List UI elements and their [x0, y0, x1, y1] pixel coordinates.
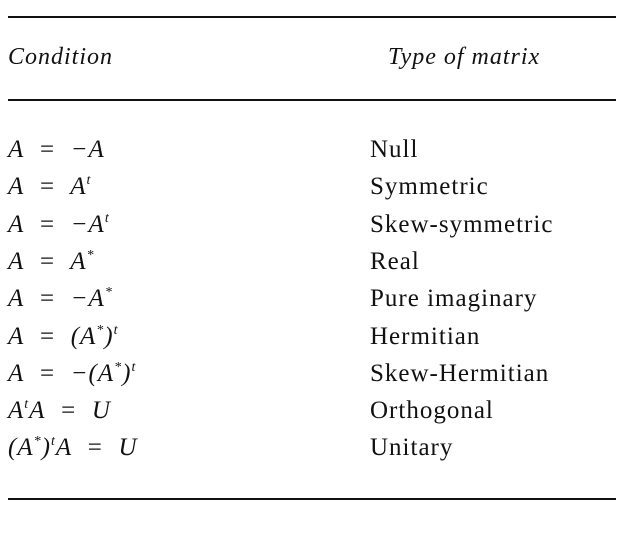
table-row: A = −At Skew-symmetric [8, 211, 628, 247]
condition-text: (A [8, 434, 34, 462]
condition-cell: A = −A [8, 136, 105, 164]
matrix-type-cell: Symmetric [370, 173, 489, 201]
condition-cell: A = −A* [8, 285, 113, 313]
table-row: A = A* Real [8, 248, 628, 284]
condition-cell: A = −At [8, 211, 110, 239]
condition-cell: A = (A*)t [8, 323, 119, 351]
table-row: A = (A*)t Hermitian [8, 323, 628, 359]
condition-cell: (A*)tA = U [8, 434, 138, 462]
table-row: A = −A Null [8, 136, 628, 172]
condition-text: ) [41, 434, 51, 462]
table-row: A = At Symmetric [8, 173, 628, 209]
condition-cell: A = A* [8, 248, 95, 276]
condition-superscript: t [104, 210, 110, 226]
condition-text: A = −A [8, 210, 105, 238]
condition-cell: AtA = U [8, 397, 111, 425]
matrix-type-cell: Real [370, 247, 420, 275]
condition-text: A = U [29, 397, 111, 425]
matrix-type-cell: Skew-symmetric [370, 210, 554, 238]
condition-superscript: t [86, 173, 92, 189]
condition-text: A = −(A [8, 359, 115, 387]
condition-text: ) [104, 322, 114, 350]
condition-cell: A = At [8, 173, 91, 201]
condition-superscript: * [96, 322, 105, 338]
condition-superscript: t [24, 397, 30, 413]
table-row: AtA = U Orthogonal [8, 397, 628, 433]
condition-superscript: t [50, 434, 56, 450]
condition-superscript: * [104, 285, 113, 301]
matrix-type-cell: Unitary [370, 434, 454, 462]
table-row: A = −(A*)t Skew-Hermitian [8, 360, 628, 396]
header-condition: Condition [8, 44, 114, 70]
condition-text: ) [122, 359, 132, 387]
condition-text: A = (A [8, 322, 97, 350]
bottom-rule [8, 498, 616, 500]
matrix-type-cell: Pure imaginary [370, 285, 538, 313]
condition-text: A = −A [8, 285, 105, 313]
top-rule [8, 16, 616, 18]
condition-superscript: t [131, 359, 137, 375]
matrix-type-cell: Skew-Hermitian [370, 359, 550, 387]
table-row: (A*)tA = U Unitary [8, 434, 628, 470]
table-row: A = −A* Pure imaginary [8, 285, 628, 321]
condition-superscript: * [33, 434, 42, 450]
header-type: Type of matrix [388, 44, 541, 70]
condition-text: A = A [8, 173, 87, 201]
condition-text: A [8, 397, 25, 425]
matrix-type-cell: Null [370, 136, 419, 163]
condition-superscript: * [114, 359, 123, 375]
condition-cell: A = −(A*)t [8, 360, 136, 388]
condition-text: A = −A [8, 136, 105, 163]
header-rule [8, 99, 616, 101]
matrix-type-cell: Orthogonal [370, 397, 494, 425]
condition-superscript: t [113, 322, 119, 338]
condition-superscript: * [86, 247, 95, 263]
matrix-type-cell: Hermitian [370, 322, 481, 350]
condition-text: A = A [8, 247, 87, 275]
condition-text: A = U [55, 434, 138, 462]
